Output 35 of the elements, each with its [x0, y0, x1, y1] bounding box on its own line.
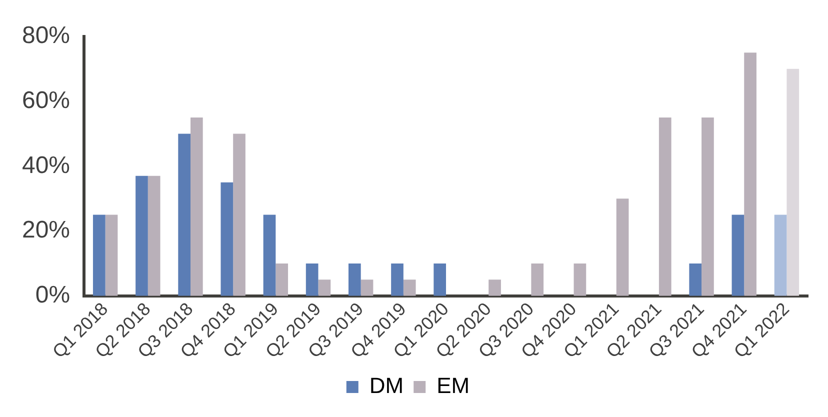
bar	[488, 280, 501, 296]
y-tick-label: 0%	[35, 282, 70, 309]
bar	[318, 280, 331, 296]
bar	[92, 214, 106, 296]
bar	[434, 263, 446, 296]
bar	[744, 52, 756, 296]
bar	[689, 263, 702, 296]
bar	[178, 134, 190, 296]
y-tick-label: 60%	[22, 86, 70, 114]
bar	[148, 176, 160, 296]
bar	[574, 263, 586, 296]
bar	[774, 214, 787, 296]
bar	[348, 263, 361, 296]
bar	[732, 214, 744, 296]
bar	[263, 214, 276, 296]
bar	[306, 263, 318, 296]
bar	[616, 198, 629, 296]
y-tick-label: 20%	[22, 216, 70, 244]
bar	[136, 176, 148, 296]
bar	[190, 117, 203, 296]
bar	[391, 263, 404, 296]
y-tick-label: 80%	[22, 22, 70, 50]
bar	[531, 263, 544, 296]
bar	[233, 134, 246, 296]
bar	[403, 280, 416, 296]
y-tick-label: 40%	[22, 152, 70, 179]
bar	[360, 280, 374, 296]
bar	[786, 68, 800, 296]
bar	[105, 214, 118, 296]
legend-label: EM	[436, 373, 470, 398]
bar	[220, 182, 234, 296]
bar	[658, 117, 672, 296]
bar	[702, 117, 714, 296]
bar	[276, 263, 288, 296]
legend-label: DM	[369, 373, 404, 398]
